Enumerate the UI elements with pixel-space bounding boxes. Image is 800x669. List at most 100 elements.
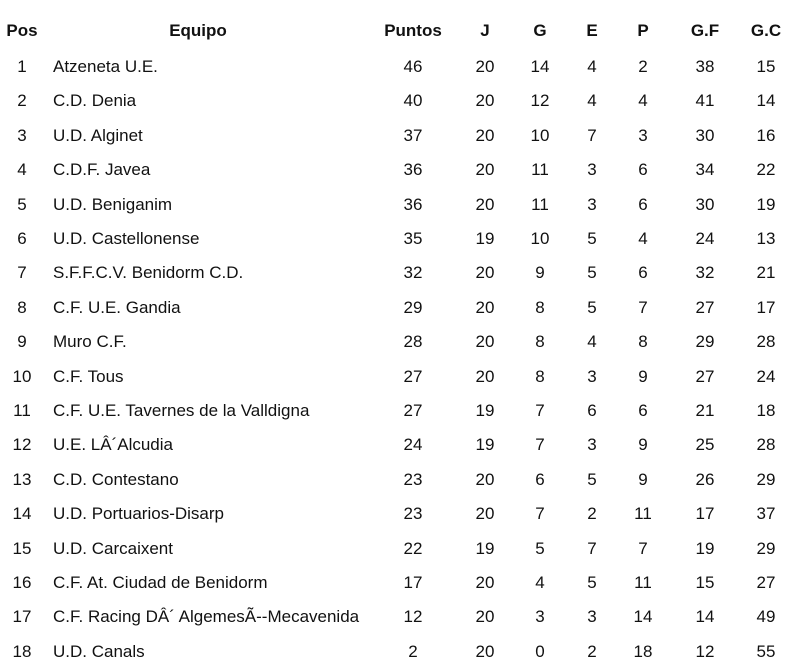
cell-won: 8 [535,297,545,317]
cell-goals-for: 14 [695,607,715,627]
cell-played: 20 [475,641,495,661]
cell-goals-against: 17 [756,297,776,317]
cell-team: Muro C.F. [53,332,127,352]
cell-won: 11 [531,160,549,180]
table-row: 15 U.D. Carcaixent 22 19 5 7 7 19 29 [0,534,800,564]
cell-points: 28 [403,332,423,352]
cell-team: S.F.F.C.V. Benidorm C.D. [53,263,244,283]
cell-team: U.E. LÂ´Alcudia [53,435,173,455]
cell-played: 20 [475,160,495,180]
cell-played: 20 [475,366,495,386]
table-row: 5 U.D. Beniganim 36 20 11 3 6 30 19 [0,190,800,220]
cell-pos: 7 [17,263,27,283]
cell-points: 35 [403,229,423,248]
cell-drawn: 3 [587,607,597,627]
cell-goals-against: 21 [756,263,776,283]
cell-lost: 9 [638,366,648,386]
cell-pos: 1 [17,57,27,76]
cell-team: U.D. Castellonense [53,229,200,248]
cell-won: 10 [530,229,550,248]
table-row: 17 C.F. Racing DÂ´ AlgemesÃ--Mecavenida 12… [0,602,800,632]
cell-team: C.D. Denia [53,91,137,111]
cell-goals-for: 30 [695,194,715,214]
cell-pos: 11 [13,401,31,420]
cell-pos: 17 [12,607,32,627]
table-row: 4 C.D.F. Javea 36 20 11 3 6 34 22 [0,155,800,185]
header-lost: P [637,21,649,40]
cell-pos: 4 [17,160,27,180]
cell-won: 8 [535,332,545,352]
cell-lost: 9 [638,435,648,455]
cell-points: 24 [403,435,423,455]
cell-goals-for: 32 [695,263,715,283]
cell-team: C.D. Contestano [53,469,179,489]
cell-won: 0 [535,641,545,661]
cell-pos: 15 [12,538,32,558]
cell-goals-against: 16 [756,125,776,145]
cell-lost: 6 [638,194,648,214]
cell-played: 20 [475,332,495,352]
cell-played: 20 [475,125,495,145]
cell-goals-against: 24 [756,366,776,386]
header-points: Puntos [384,21,442,40]
cell-points: 32 [403,263,423,283]
cell-team: U.D. Canals [53,641,145,661]
cell-played: 20 [475,57,495,76]
cell-goals-against: 49 [756,607,776,627]
cell-drawn: 4 [587,91,597,111]
cell-pos: 8 [17,297,27,317]
cell-goals-against: 29 [756,538,776,558]
cell-team: C.F. U.E. Tavernes de la Valldigna [53,401,310,420]
cell-points: 36 [403,160,423,180]
cell-team: C.F. Racing DÂ´ AlgemesÃ--Mecavenida [53,607,360,627]
cell-points: 22 [403,538,423,558]
table-row: 16 C.F. At. Ciudad de Benidorm 17 20 4 5 11 15 2… [0,568,800,598]
table-row: 11 C.F. U.E. Tavernes de la Valldigna 27 19… [0,396,800,426]
cell-drawn: 5 [587,573,597,592]
table-row: 9 Muro C.F. 28 20 8 4 8 29 28 [0,327,800,357]
cell-played: 20 [475,469,495,489]
cell-played: 20 [475,194,495,214]
cell-drawn: 3 [587,160,597,180]
cell-played: 19 [475,435,495,455]
cell-goals-for: 41 [695,91,715,111]
cell-won: 7 [535,504,545,524]
cell-points: 23 [403,469,423,489]
cell-played: 20 [475,573,495,592]
cell-drawn: 2 [587,504,597,524]
cell-won: 4 [535,573,545,592]
cell-goals-for: 38 [695,57,715,76]
table-row: 3 U.D. Alginet 37 20 10 7 3 30 16 [0,121,800,151]
cell-played: 20 [475,607,495,627]
table-row: 1 Atzeneta U.E. 46 20 14 4 2 38 15 [0,52,800,82]
cell-drawn: 4 [587,57,597,76]
cell-goals-against: 15 [756,57,776,76]
cell-drawn: 7 [587,125,597,145]
cell-points: 23 [403,504,423,524]
cell-lost: 18 [633,641,653,661]
cell-goals-against: 55 [756,641,776,661]
cell-won: 5 [535,538,545,558]
cell-pos: 18 [12,641,32,661]
cell-played: 19 [475,401,495,420]
cell-lost: 6 [638,160,648,180]
header-played: J [480,21,490,40]
cell-goals-against: 28 [756,435,776,455]
cell-lost: 14 [633,607,653,627]
cell-goals-for: 12 [695,641,715,661]
cell-points: 46 [403,57,423,76]
cell-drawn: 5 [587,263,597,283]
cell-drawn: 2 [587,641,597,661]
cell-goals-against: 29 [756,469,776,489]
cell-goals-against: 28 [756,332,776,352]
cell-team: U.D. Alginet [53,125,143,145]
cell-won: 3 [535,607,545,627]
cell-goals-for: 27 [695,366,715,386]
cell-drawn: 5 [587,297,597,317]
cell-won: 6 [535,469,545,489]
cell-pos: 2 [17,91,27,111]
cell-team: C.D.F. Javea [53,160,151,180]
cell-lost: 4 [638,91,648,111]
table-row: 7 S.F.F.C.V. Benidorm C.D. 32 20 9 5 6 32 21 [0,258,800,288]
cell-goals-for: 19 [695,538,715,558]
